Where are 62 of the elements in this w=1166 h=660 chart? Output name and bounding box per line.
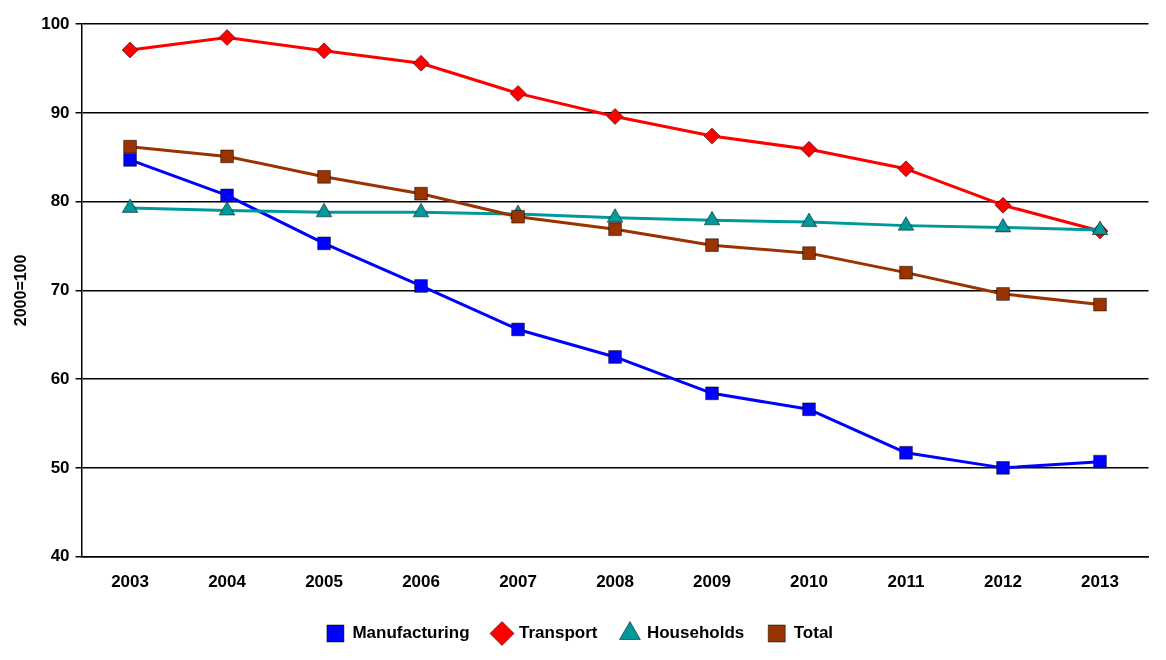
point xyxy=(121,41,139,59)
point xyxy=(317,236,331,250)
y-tick-label: 70 xyxy=(50,280,70,300)
legend-label: Transport xyxy=(519,623,598,643)
point xyxy=(800,141,818,158)
point xyxy=(414,187,428,201)
x-tick-label: 2010 xyxy=(790,572,828,592)
point xyxy=(994,196,1012,214)
point xyxy=(705,238,719,252)
point xyxy=(317,170,331,184)
point xyxy=(606,108,624,125)
point xyxy=(705,386,719,400)
point xyxy=(123,153,137,167)
point xyxy=(899,446,913,460)
x-tick-label: 2006 xyxy=(402,572,440,592)
point xyxy=(996,287,1010,301)
legend-label: Households xyxy=(646,623,745,643)
point xyxy=(1093,455,1107,469)
point xyxy=(220,188,234,203)
point xyxy=(511,322,525,337)
x-tick-label: 2008 xyxy=(596,572,634,592)
point xyxy=(315,42,333,60)
legend-label: Manufacturing xyxy=(352,623,470,643)
x-tick-label: 2007 xyxy=(499,572,537,592)
point xyxy=(994,218,1012,233)
x-tick-label: 2013 xyxy=(1081,572,1119,592)
point xyxy=(414,279,428,293)
point xyxy=(897,160,915,178)
x-tick-label: 2003 xyxy=(111,572,149,592)
point xyxy=(220,149,234,164)
point xyxy=(703,211,721,226)
point xyxy=(703,127,721,145)
point xyxy=(608,350,622,364)
point xyxy=(897,216,915,231)
y-tick-label: 100 xyxy=(41,13,70,33)
point xyxy=(413,203,430,218)
legend-label: Total xyxy=(793,623,834,643)
y-axis-title: 2000=100 xyxy=(12,254,30,327)
point xyxy=(608,222,622,236)
y-tick-label: 60 xyxy=(50,368,70,388)
point xyxy=(316,203,333,218)
x-tick-label: 2009 xyxy=(693,572,731,592)
point xyxy=(1093,297,1107,312)
point xyxy=(412,54,430,72)
x-tick-label: 2005 xyxy=(305,572,343,592)
point xyxy=(123,140,137,154)
point xyxy=(996,461,1010,475)
point xyxy=(802,402,816,416)
y-tick-label: 90 xyxy=(50,102,70,122)
point xyxy=(509,85,527,102)
point xyxy=(802,246,816,260)
x-tick-label: 2011 xyxy=(887,572,925,592)
y-tick-label: 80 xyxy=(50,191,70,211)
point xyxy=(511,210,525,224)
y-tick-label: 50 xyxy=(50,457,70,477)
x-tick-label: 2004 xyxy=(208,572,247,592)
point xyxy=(606,208,624,223)
point xyxy=(219,201,236,216)
point xyxy=(218,29,236,46)
y-tick-label: 40 xyxy=(50,546,70,566)
point xyxy=(899,266,913,280)
x-tick-label: 2012 xyxy=(984,572,1022,592)
